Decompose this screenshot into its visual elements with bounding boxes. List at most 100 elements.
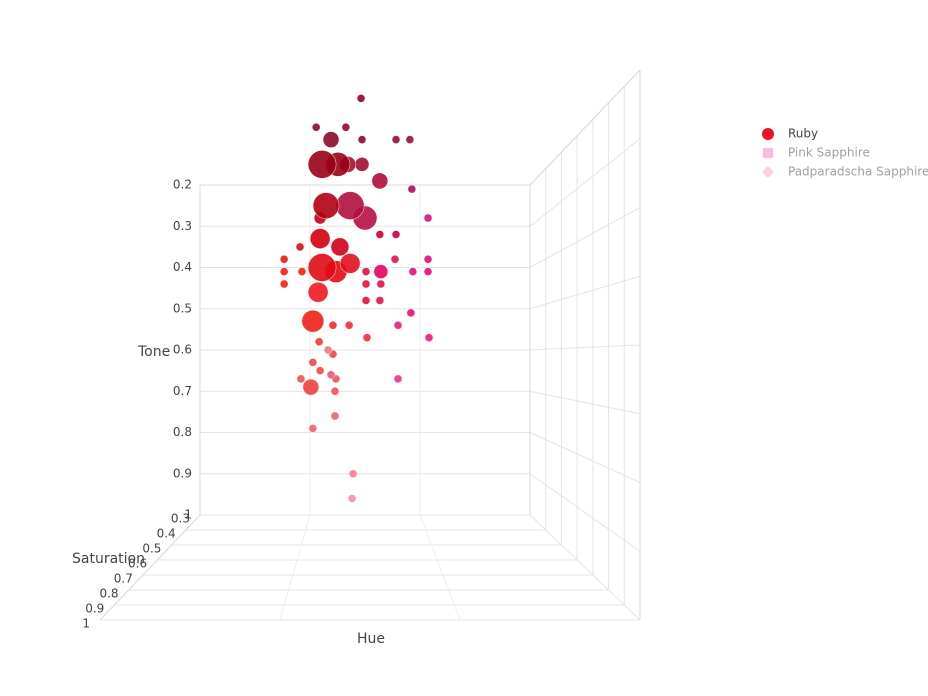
data-point: [407, 184, 417, 194]
data-point: [323, 345, 333, 355]
data-point: [311, 122, 321, 132]
data-point: [424, 333, 434, 342]
data-point: [307, 150, 337, 179]
data-point: [390, 254, 400, 264]
data-point: [405, 135, 415, 144]
y-axis-title: Saturation: [72, 551, 145, 567]
box-edge: [419, 514, 461, 621]
data-point: [357, 135, 367, 144]
data-point: [423, 254, 433, 264]
grid: 0.20.30.40.50.60.70.80.910.30.40.50.60.7…: [82, 69, 641, 631]
data-point: [330, 411, 340, 421]
data-point: [391, 230, 401, 239]
data-point: [361, 296, 371, 305]
box-edge: [529, 69, 641, 186]
z-tick-label: 0.5: [173, 301, 192, 315]
y-tick-label: 0.4: [157, 527, 176, 541]
box-edge: [279, 514, 311, 621]
y-tick-label: 0.8: [99, 587, 118, 601]
data-point: [314, 337, 324, 347]
z-tick-label: 0.6: [173, 343, 192, 357]
data-point: [315, 366, 325, 375]
data-point: [391, 135, 401, 144]
data-point: [330, 386, 340, 396]
data-point: [307, 281, 329, 303]
legend-item[interactable]: Ruby: [762, 127, 818, 141]
legend-item[interactable]: Pink Sapphire: [763, 146, 870, 160]
grid-line: [529, 207, 641, 268]
data-point: [307, 253, 337, 282]
legend-label: Ruby: [788, 127, 818, 141]
data-point: [406, 308, 416, 318]
y-tick-label: 0.3: [171, 512, 190, 526]
data-point: [356, 94, 366, 103]
grid-line: [529, 390, 641, 415]
data-point: [297, 267, 307, 276]
data-point: [296, 374, 306, 384]
data-point: [330, 237, 350, 257]
data-point: [341, 122, 351, 132]
data-point: [322, 131, 340, 148]
data-point: [362, 333, 372, 342]
data-point: [308, 358, 318, 367]
legend-label: Pink Sapphire: [788, 146, 870, 160]
y-tick-label: 0.6: [128, 557, 147, 571]
y-tick-label: 0.9: [85, 602, 104, 616]
data-point: [301, 309, 325, 333]
data-point: [309, 228, 331, 249]
z-axis-title: Tone: [137, 344, 170, 360]
grid-line: [529, 432, 641, 483]
data-point: [361, 279, 371, 289]
legend-symbol: [762, 166, 774, 178]
data-point: [408, 267, 418, 276]
legend-item[interactable]: Padparadscha Sapphire: [762, 165, 928, 179]
data-point: [393, 374, 403, 384]
data-point: [326, 370, 336, 380]
y-tick-label: 0.5: [142, 542, 161, 556]
data-point: [302, 378, 320, 396]
z-tick-label: 0.4: [173, 260, 192, 274]
legend-symbol: [762, 128, 774, 140]
data-point: [328, 320, 338, 330]
data-point: [279, 267, 289, 276]
data-point: [347, 494, 357, 503]
data-point: [279, 254, 289, 264]
data-point: [423, 267, 433, 276]
data-point: [348, 469, 358, 479]
legend-symbol: [763, 148, 773, 158]
x-axis-title: Hue: [357, 631, 385, 647]
z-tick-label: 0.8: [173, 425, 192, 439]
data-point: [375, 230, 385, 239]
data-point: [354, 157, 370, 172]
data-point: [335, 191, 365, 220]
data-point: [295, 242, 305, 252]
data-point: [312, 192, 340, 219]
z-tick-label: 1: [184, 508, 192, 522]
grid-line: [529, 514, 641, 621]
legend: Ruby Pink Sapphire Padparadscha Sapphire: [762, 127, 928, 179]
grid-line: [529, 138, 641, 227]
data-point: [371, 172, 389, 190]
y-tick-label: 0.7: [114, 572, 133, 586]
z-tick-label: 0.3: [173, 219, 192, 233]
data-point: [361, 267, 371, 276]
legend-label: Padparadscha Sapphire: [788, 165, 928, 179]
y-tick-label: 1: [82, 617, 90, 631]
data-point: [339, 253, 361, 274]
z-tick-label: 0.7: [173, 384, 192, 398]
data-point: [344, 320, 354, 330]
grid-line: [529, 344, 641, 351]
data-point: [423, 213, 433, 223]
grid-line: [529, 473, 641, 552]
box-edge: [99, 514, 201, 621]
data-point: [375, 296, 385, 305]
z-tick-label: 0.2: [173, 178, 192, 192]
data-point: [279, 279, 289, 289]
data-point: [308, 424, 318, 433]
data-point: [393, 320, 403, 330]
grid-line: [529, 275, 641, 310]
z-tick-label: 0.9: [173, 466, 192, 480]
data-point: [376, 279, 386, 289]
